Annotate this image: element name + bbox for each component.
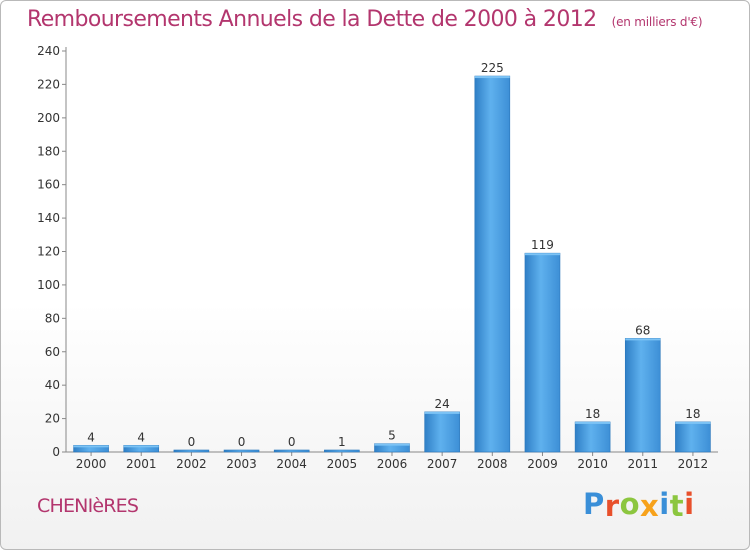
x-tick-label: 2001 xyxy=(126,457,157,471)
bar-highlight xyxy=(424,411,460,414)
y-tick-label: 180 xyxy=(37,144,60,158)
value-label: 0 xyxy=(288,435,296,449)
value-label: 4 xyxy=(137,430,145,444)
x-tick-label: 2010 xyxy=(577,457,608,471)
value-label: 4 xyxy=(87,430,95,444)
value-label: 24 xyxy=(435,397,450,411)
logo-letter: o xyxy=(619,487,641,521)
bar-2011[interactable] xyxy=(624,338,661,453)
y-tick-label: 120 xyxy=(37,245,60,259)
bar-highlight xyxy=(675,421,711,424)
x-tick-label: 2005 xyxy=(327,457,358,471)
bar-2005[interactable] xyxy=(324,449,360,453)
y-tick-label: 140 xyxy=(37,211,60,225)
y-tick-label: 40 xyxy=(45,378,60,392)
proxiti-logo[interactable]: Proxiti xyxy=(583,487,695,523)
chart-subtitle: (en milliers d'€) xyxy=(611,15,703,29)
logo-letter: i xyxy=(659,487,670,521)
x-tick-label: 2009 xyxy=(527,457,558,471)
y-tick-label: 160 xyxy=(37,178,60,192)
bar-2012[interactable] xyxy=(675,421,711,453)
value-label: 1 xyxy=(338,435,346,449)
x-tick-label: 2007 xyxy=(427,457,458,471)
y-tick-label: 200 xyxy=(37,111,60,125)
bar-2007[interactable] xyxy=(424,411,460,453)
y-tick-label: 220 xyxy=(37,77,60,91)
value-label: 68 xyxy=(635,323,650,337)
bar-highlight xyxy=(524,253,560,256)
value-label: 18 xyxy=(685,407,700,421)
bar-highlight xyxy=(123,445,159,448)
x-tick-label: 2000 xyxy=(76,457,107,471)
x-tick-label: 2012 xyxy=(678,457,709,471)
logo-letter: i xyxy=(684,487,695,521)
bar-2009[interactable] xyxy=(524,252,561,453)
logo-letter: r xyxy=(604,489,620,523)
bar-2002[interactable] xyxy=(173,449,210,453)
chart-title: Remboursements Annuels de la Dette de 20… xyxy=(27,7,597,32)
bar-highlight xyxy=(575,421,611,424)
y-tick-label: 80 xyxy=(45,311,60,325)
bar-2004[interactable] xyxy=(273,449,310,453)
commune-name: CHENIèRES xyxy=(37,495,139,517)
value-label: 119 xyxy=(531,238,554,252)
y-tick-label: 0 xyxy=(52,445,60,459)
x-tick-label: 2006 xyxy=(377,457,408,471)
title-row: Remboursements Annuels de la Dette de 20… xyxy=(27,7,703,32)
logo-letter: x xyxy=(640,489,660,523)
bar-highlight xyxy=(625,338,661,341)
bar-highlight xyxy=(73,445,109,448)
bar-2008[interactable] xyxy=(474,75,511,453)
value-label: 225 xyxy=(481,61,504,75)
bar-highlight xyxy=(474,76,510,79)
x-tick-label: 2003 xyxy=(226,457,257,471)
x-tick-label: 2004 xyxy=(276,457,307,471)
logo-letter: t xyxy=(669,489,685,523)
x-tick-label: 2002 xyxy=(176,457,207,471)
bar-2010[interactable] xyxy=(574,421,611,453)
value-label: 18 xyxy=(585,407,600,421)
value-label: 0 xyxy=(238,435,246,449)
x-tick-label: 2011 xyxy=(627,457,658,471)
x-tick-label: 2008 xyxy=(477,457,508,471)
value-label: 5 xyxy=(388,429,396,443)
bar-highlight xyxy=(374,443,410,446)
y-tick-label: 100 xyxy=(37,278,60,292)
y-tick-label: 240 xyxy=(37,44,60,58)
y-tick-label: 60 xyxy=(45,345,60,359)
bar-2003[interactable] xyxy=(223,449,260,453)
value-label: 0 xyxy=(188,435,196,449)
y-tick-label: 20 xyxy=(45,412,60,426)
logo-letter: P xyxy=(583,487,605,521)
